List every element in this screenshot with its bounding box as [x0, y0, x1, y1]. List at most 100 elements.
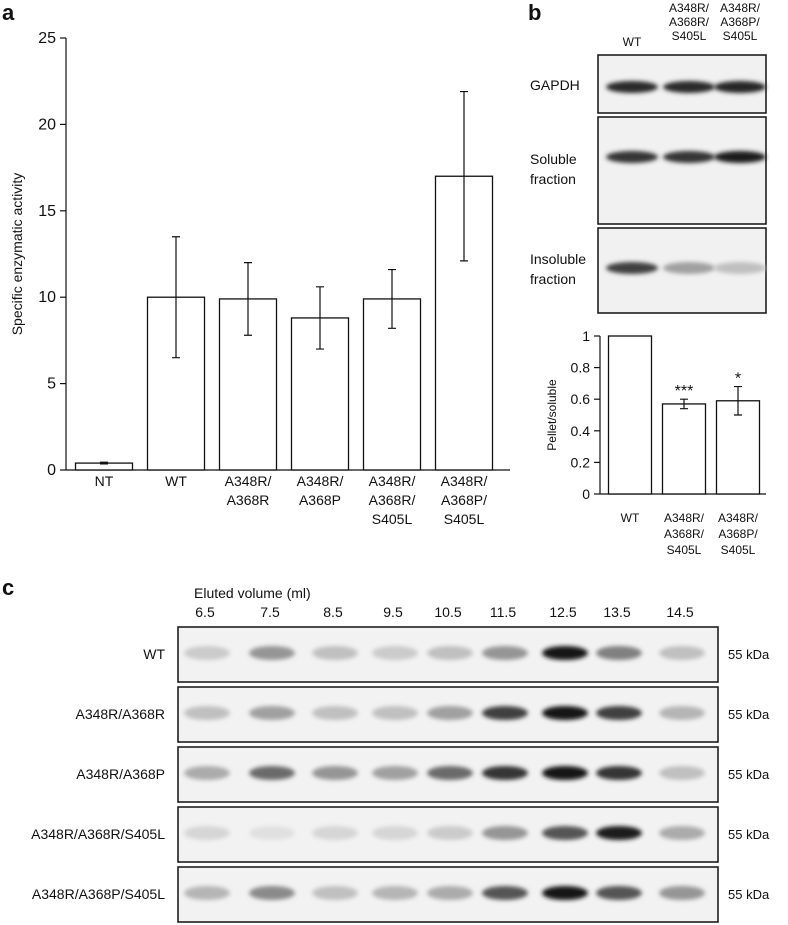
blot-band	[606, 81, 658, 93]
blot-band	[596, 766, 642, 780]
x-tick-label: A348R/A368R/S405L	[664, 511, 705, 557]
blot-band	[372, 706, 418, 720]
blot-band	[312, 706, 358, 720]
blot-band	[427, 766, 473, 780]
error-bar	[316, 286, 324, 350]
blot-band	[184, 886, 230, 900]
blot-band	[542, 886, 588, 900]
significance-label: *	[735, 371, 741, 388]
blot-band	[312, 826, 358, 840]
blot-band	[184, 826, 230, 840]
blot-band	[184, 646, 230, 660]
y-tick-label: 0.6	[571, 391, 591, 407]
x-tick-label: WT	[165, 473, 187, 489]
blot-band	[596, 646, 642, 660]
blot-band	[427, 826, 473, 840]
blot-band	[482, 826, 528, 840]
row-label: A348R/A368R	[75, 706, 165, 722]
y-axis-label: Specific enzymatic activity	[9, 173, 25, 336]
panel-label: a	[2, 0, 15, 25]
blot-band	[659, 646, 705, 660]
blot-band	[482, 886, 528, 900]
error-bar	[172, 236, 180, 359]
blot-band	[482, 766, 528, 780]
blot-band	[482, 646, 528, 660]
fraction-label: 8.5	[323, 604, 343, 620]
bar	[607, 335, 653, 495]
marker-label: 55 kDa	[728, 767, 770, 782]
lane-label: WT	[623, 35, 642, 49]
blot-band	[659, 766, 705, 780]
panel-label: b	[528, 0, 541, 25]
error-bar	[680, 398, 688, 410]
blot-band	[606, 262, 658, 274]
blot-band	[714, 81, 766, 93]
blot-band	[312, 766, 358, 780]
blot-band	[312, 886, 358, 900]
blot-frame	[597, 116, 767, 225]
x-tick-label: A348R/A368R/S405L	[369, 473, 416, 527]
blot-band	[372, 646, 418, 660]
bar	[661, 403, 707, 495]
axis-label: Eluted volume (ml)	[194, 585, 311, 601]
y-tick-label: 0.2	[571, 454, 591, 470]
blot-band	[427, 886, 473, 900]
blot-band	[606, 151, 658, 163]
blot-band	[482, 706, 528, 720]
bar	[362, 298, 422, 471]
blot-band	[542, 826, 588, 840]
lane-label: A348R/A368P/S405L	[720, 1, 761, 43]
blot-band	[596, 886, 642, 900]
blot-band	[249, 766, 295, 780]
fraction-label: 9.5	[383, 604, 403, 620]
row-label: A348R/A368P/S405L	[32, 886, 165, 902]
blot-band	[372, 886, 418, 900]
y-tick-label: 25	[38, 30, 56, 47]
blot-band	[249, 886, 295, 900]
blot-band	[427, 706, 473, 720]
fraction-label: 10.5	[434, 604, 461, 620]
error-bar	[734, 385, 742, 416]
fraction-label: 13.5	[603, 604, 630, 620]
blot-band	[663, 81, 715, 93]
y-tick-label: 0.4	[571, 423, 591, 439]
error-bar	[244, 262, 252, 336]
blot-band	[312, 646, 358, 660]
fraction-label: 6.5	[195, 604, 215, 620]
row-label: WT	[143, 646, 165, 662]
y-tick-label: 1	[582, 328, 590, 344]
fraction-label: 11.5	[490, 604, 516, 620]
blot-band	[249, 706, 295, 720]
blot-band	[542, 766, 588, 780]
error-bar	[460, 90, 468, 262]
blot-band	[372, 766, 418, 780]
row-label: Insoluble fraction	[530, 251, 586, 287]
blot-band	[542, 646, 588, 660]
fraction-label: 12.5	[549, 604, 576, 620]
blot-band	[714, 151, 766, 163]
marker-label: 55 kDa	[728, 887, 770, 902]
row-label: A348R/A368P	[76, 766, 165, 782]
marker-label: 55 kDa	[728, 707, 770, 722]
error-bar	[388, 268, 396, 329]
blot-band	[596, 706, 642, 720]
row-label: Soluble fraction	[530, 151, 577, 187]
y-tick-label: 0.8	[571, 360, 591, 376]
y-tick-label: 10	[38, 289, 56, 306]
x-tick-label: WT	[621, 511, 640, 525]
blot-band	[427, 646, 473, 660]
blot-band	[542, 706, 588, 720]
error-bar	[100, 461, 108, 465]
marker-label: 55 kDa	[728, 827, 770, 842]
x-tick-label: A348R/A368P/S405L	[718, 511, 759, 557]
y-tick-label: 15	[38, 203, 56, 220]
significance-label: ***	[675, 383, 694, 400]
blot-band	[659, 886, 705, 900]
fraction-label: 7.5	[260, 604, 280, 620]
blot-band	[372, 826, 418, 840]
y-tick-label: 20	[38, 116, 56, 133]
y-tick-label: 5	[47, 376, 56, 393]
blot-band	[659, 706, 705, 720]
fraction-label: 14.5	[666, 604, 693, 620]
